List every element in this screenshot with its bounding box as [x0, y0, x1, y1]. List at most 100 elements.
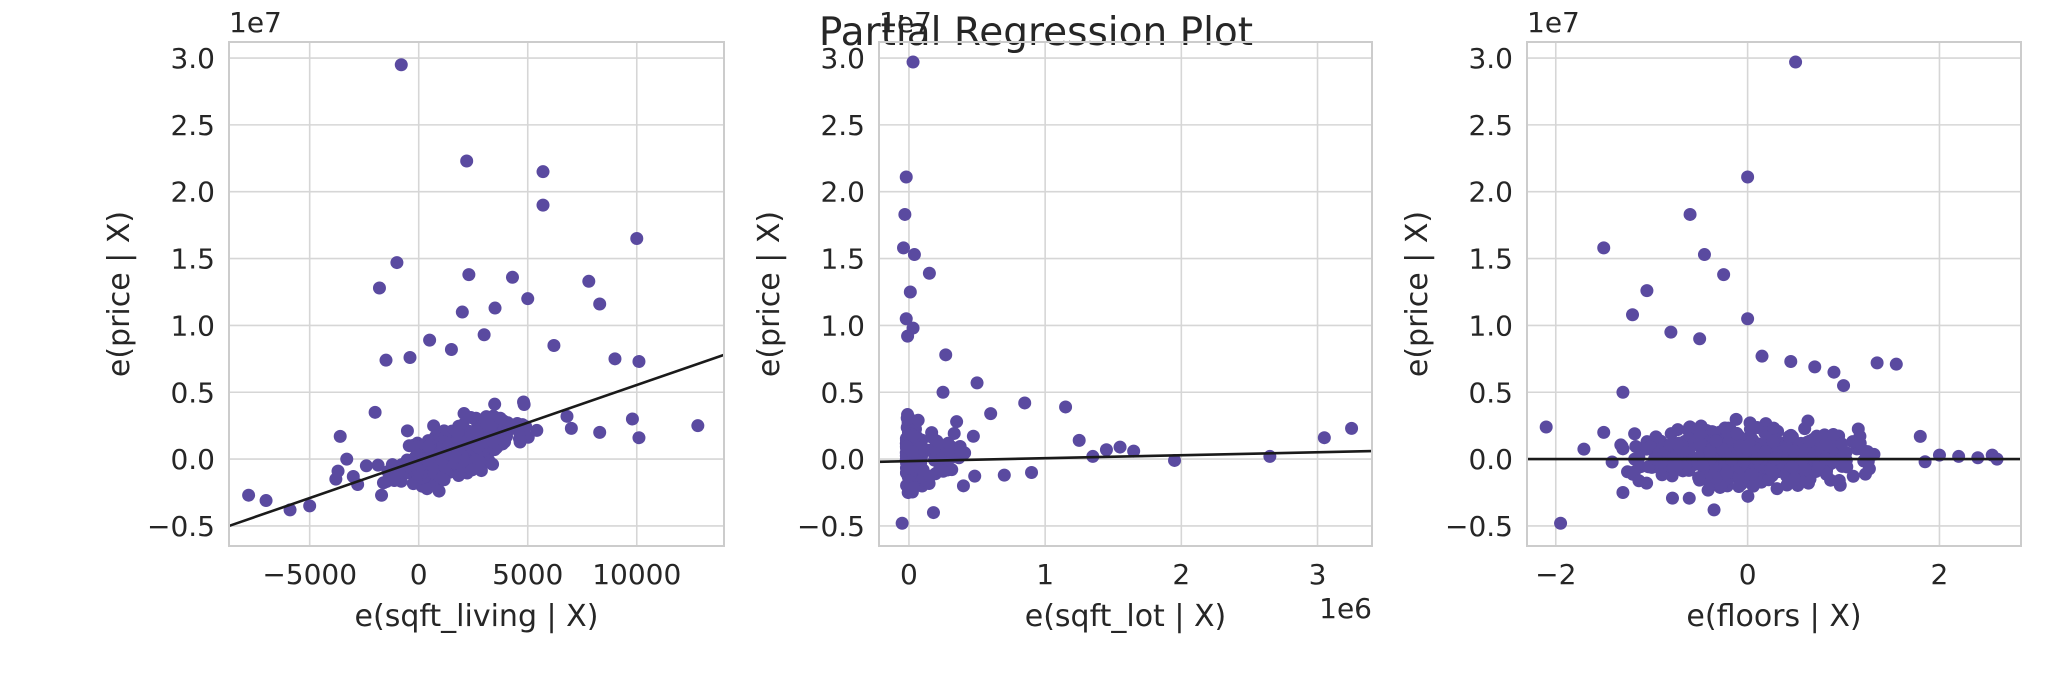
scatter-point	[1745, 468, 1759, 482]
scatter-point	[1597, 241, 1611, 255]
y-offset-label: 1e7	[879, 6, 932, 39]
x-tick-label: 2	[1172, 558, 1190, 591]
scatter-point	[1789, 55, 1803, 69]
scatter-point	[372, 281, 386, 295]
y-tick-label: −0.5	[1445, 510, 1513, 543]
scatter-point	[1801, 414, 1815, 428]
scatter-point	[1741, 312, 1755, 326]
scatter-point	[901, 408, 915, 422]
scatter-point	[1072, 433, 1086, 447]
subplot-sqft-lot: −0.5 0.0 0.5 1.0 1.5 2.0 2.5 3.0 0 1 2 3 e(sqft_lot …	[752, 6, 1373, 634]
y-axis-label: e(price | X)	[752, 211, 787, 377]
y-offset-label: 1e7	[229, 6, 282, 39]
scatter-point	[460, 154, 474, 168]
scatter-point	[1733, 439, 1747, 453]
scatter-point	[922, 266, 936, 280]
scatter-point	[1851, 422, 1865, 436]
y-tick-label: 0.5	[1468, 376, 1513, 409]
scatter-point	[464, 410, 478, 424]
scatter-point	[1628, 427, 1642, 441]
scatter-point	[901, 329, 915, 343]
scatter-point	[1317, 431, 1331, 445]
points-layer	[242, 58, 705, 517]
scatter-point	[1846, 469, 1860, 483]
scatter-point	[1766, 434, 1780, 448]
scatter-point	[947, 426, 961, 440]
y-tick-label: 1.0	[1468, 309, 1513, 342]
scatter-point	[432, 484, 446, 498]
scatter-point	[423, 333, 437, 347]
scatter-point	[936, 385, 950, 399]
scatter-point	[1692, 471, 1706, 485]
scatter-point	[906, 55, 920, 69]
scatter-point	[1918, 455, 1932, 469]
x-axis-label: e(sqft_lot | X)	[1025, 599, 1227, 634]
scatter-point	[498, 435, 512, 449]
scatter-point	[582, 274, 596, 288]
x-tick-label: 0	[900, 558, 918, 591]
scatter-point	[1671, 423, 1685, 437]
scatter-point	[1826, 428, 1840, 442]
scatter-point	[513, 435, 527, 449]
scatter-point	[984, 407, 998, 421]
x-axis-label: e(sqft_living | X)	[355, 599, 599, 634]
scatter-point	[444, 342, 458, 356]
y-axis-label: e(price | X)	[1400, 211, 1435, 377]
scatter-point	[486, 457, 500, 471]
scatter-point	[1682, 491, 1696, 505]
scatter-point	[390, 256, 404, 270]
scatter-point	[462, 268, 476, 282]
scatter-point	[1707, 503, 1721, 517]
scatter-point	[1808, 360, 1822, 374]
axes-frame	[878, 41, 1373, 547]
scatter-point	[906, 481, 920, 495]
scatter-point	[1870, 356, 1884, 370]
scatter-point	[403, 351, 417, 365]
scatter-point	[1018, 396, 1032, 410]
x-tick-label: −2	[1535, 558, 1576, 591]
scatter-point	[956, 479, 970, 493]
scatter-point	[420, 482, 434, 496]
scatter-point	[930, 434, 944, 448]
scatter-point	[1345, 421, 1359, 435]
y-tick-label: 2.5	[1468, 109, 1513, 142]
scatter-point	[359, 459, 373, 473]
y-axis-label: e(price | X)	[102, 211, 137, 377]
scatter-point	[906, 428, 920, 442]
scatter-point	[1693, 332, 1707, 346]
scatter-point	[1730, 426, 1744, 440]
scatter-point	[630, 232, 644, 246]
scatter-point	[376, 476, 390, 490]
scatter-point	[1858, 444, 1872, 458]
scatter-point	[1554, 516, 1568, 530]
scatter-point	[465, 463, 479, 477]
scatter-point	[484, 419, 498, 433]
y-tick-label: 2.5	[820, 109, 865, 142]
scatter-point	[1802, 434, 1816, 448]
scatter-point	[1629, 440, 1643, 454]
scatter-point	[505, 270, 519, 284]
scatter-point	[427, 419, 441, 433]
scatter-point	[455, 305, 469, 319]
scatter-point	[1785, 460, 1799, 474]
scatter-point	[1616, 385, 1630, 399]
y-tick-label: 1.0	[170, 309, 215, 342]
x-tick-label: 10000	[592, 558, 681, 591]
axes-frame	[1526, 41, 2022, 547]
scatter-point	[1670, 438, 1684, 452]
y-tick-label: 3.0	[170, 42, 215, 75]
scatter-point	[517, 397, 531, 411]
scatter-point	[899, 312, 913, 326]
scatter-point	[1770, 482, 1784, 496]
x-tick-label: 3	[1309, 558, 1327, 591]
scatter-point	[1099, 443, 1113, 457]
scatter-point	[1819, 437, 1833, 451]
scatter-point	[375, 488, 389, 502]
scatter-point	[1683, 207, 1697, 221]
scatter-point	[1577, 442, 1591, 456]
scatter-point	[1127, 444, 1141, 458]
scatter-point	[379, 353, 393, 367]
x-offset-label: 1e6	[1319, 592, 1372, 625]
scatter-point	[1737, 455, 1751, 469]
